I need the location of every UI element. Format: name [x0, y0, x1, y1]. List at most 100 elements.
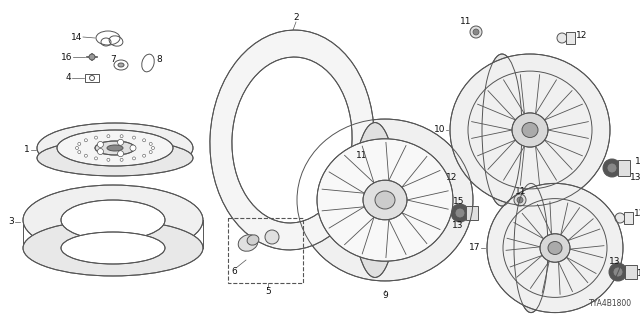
Circle shape	[95, 157, 97, 160]
Circle shape	[152, 147, 154, 149]
Circle shape	[470, 26, 482, 38]
Circle shape	[84, 139, 88, 142]
Circle shape	[78, 151, 81, 154]
Circle shape	[130, 145, 136, 151]
Text: 4: 4	[65, 74, 71, 83]
Bar	[435, 173, 445, 183]
Ellipse shape	[265, 230, 279, 244]
Circle shape	[369, 160, 375, 166]
Ellipse shape	[23, 220, 203, 276]
Circle shape	[120, 135, 123, 138]
Circle shape	[84, 154, 88, 157]
Circle shape	[366, 157, 378, 169]
Ellipse shape	[548, 242, 562, 254]
Circle shape	[78, 142, 81, 145]
Ellipse shape	[95, 141, 135, 155]
Circle shape	[107, 158, 110, 161]
Ellipse shape	[107, 145, 123, 151]
Ellipse shape	[609, 263, 627, 281]
Text: 11: 11	[460, 18, 472, 27]
Text: 3: 3	[8, 218, 14, 227]
Text: 15: 15	[637, 269, 640, 278]
Text: 11: 11	[515, 188, 527, 196]
Text: 9: 9	[382, 292, 388, 300]
Circle shape	[143, 154, 146, 157]
Ellipse shape	[37, 140, 193, 176]
Circle shape	[615, 213, 625, 223]
Ellipse shape	[363, 180, 407, 220]
Ellipse shape	[232, 57, 352, 223]
Text: 14: 14	[70, 33, 82, 42]
Ellipse shape	[118, 63, 124, 67]
Text: 10: 10	[433, 125, 445, 134]
Ellipse shape	[353, 123, 397, 277]
Ellipse shape	[451, 204, 469, 222]
Ellipse shape	[522, 123, 538, 138]
Bar	[228, 218, 303, 283]
Circle shape	[132, 136, 136, 139]
Text: 13: 13	[630, 173, 640, 182]
Circle shape	[132, 157, 136, 160]
Ellipse shape	[512, 113, 548, 147]
Circle shape	[517, 197, 523, 203]
Bar	[618, 160, 630, 176]
Ellipse shape	[607, 163, 617, 173]
Circle shape	[89, 54, 95, 60]
Ellipse shape	[210, 30, 374, 250]
Circle shape	[149, 142, 152, 145]
Ellipse shape	[482, 54, 522, 206]
Ellipse shape	[514, 183, 548, 313]
Ellipse shape	[247, 235, 259, 245]
Ellipse shape	[61, 232, 165, 264]
Ellipse shape	[540, 234, 570, 262]
Circle shape	[95, 136, 97, 139]
Text: 11: 11	[356, 151, 368, 161]
Ellipse shape	[603, 159, 621, 177]
Circle shape	[143, 139, 146, 142]
Text: 12: 12	[446, 173, 458, 182]
Text: 13: 13	[452, 220, 464, 229]
Circle shape	[118, 151, 124, 157]
Ellipse shape	[61, 200, 165, 240]
Text: 2: 2	[293, 13, 299, 22]
Text: 15: 15	[635, 157, 640, 166]
Text: 8: 8	[156, 55, 162, 65]
Circle shape	[107, 135, 110, 138]
Text: 7: 7	[110, 55, 116, 65]
Text: 5: 5	[265, 286, 271, 295]
Text: 13: 13	[609, 258, 621, 267]
Text: TYA4B1800: TYA4B1800	[589, 299, 632, 308]
Circle shape	[118, 139, 124, 145]
Text: 12: 12	[576, 30, 588, 39]
Circle shape	[120, 158, 123, 161]
Circle shape	[76, 147, 79, 149]
Circle shape	[97, 141, 104, 148]
Ellipse shape	[487, 183, 623, 313]
Circle shape	[557, 33, 567, 43]
Text: 17: 17	[468, 244, 480, 252]
Ellipse shape	[238, 235, 258, 251]
Ellipse shape	[450, 54, 610, 206]
Text: 6: 6	[231, 268, 237, 276]
Ellipse shape	[23, 185, 203, 255]
Bar	[625, 265, 637, 279]
Ellipse shape	[57, 130, 173, 166]
Ellipse shape	[455, 208, 465, 218]
Bar	[624, 212, 633, 224]
Bar	[466, 206, 478, 220]
Text: 16: 16	[61, 52, 72, 61]
Text: 12: 12	[634, 209, 640, 218]
Ellipse shape	[613, 267, 623, 277]
Circle shape	[514, 194, 526, 206]
Ellipse shape	[297, 119, 473, 281]
Circle shape	[473, 29, 479, 35]
Circle shape	[149, 151, 152, 154]
Text: 1: 1	[24, 146, 30, 155]
Ellipse shape	[37, 123, 193, 173]
Bar	[85, 74, 99, 82]
Ellipse shape	[375, 191, 395, 209]
Ellipse shape	[317, 139, 453, 261]
Circle shape	[97, 148, 104, 155]
Bar	[566, 32, 575, 44]
Text: 15: 15	[453, 197, 465, 206]
